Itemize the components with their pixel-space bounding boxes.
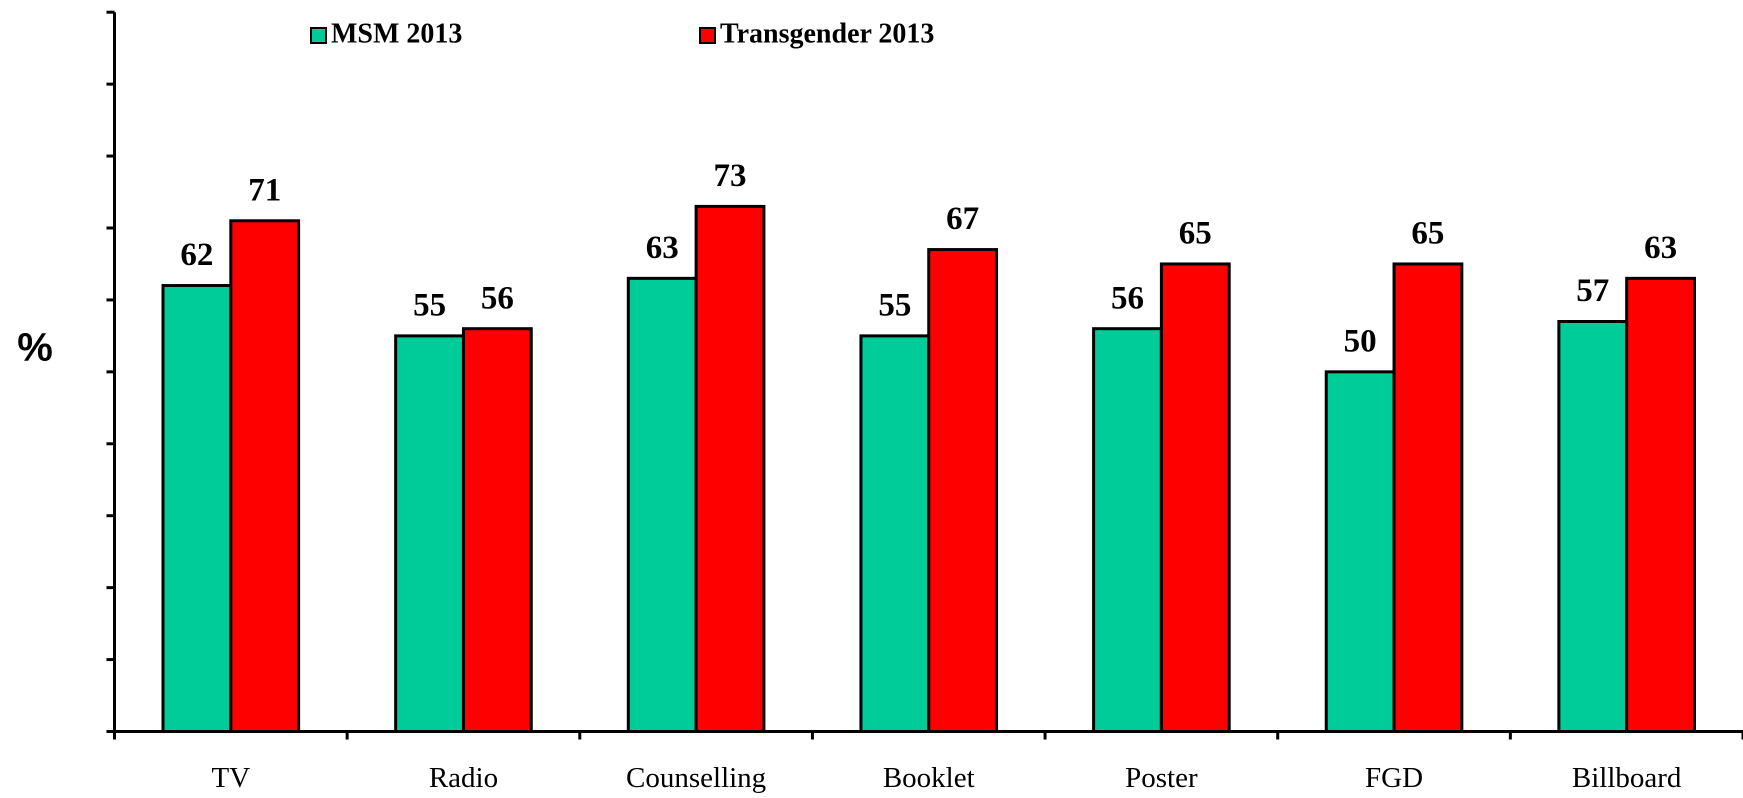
value-label: 65 xyxy=(1179,216,1212,252)
value-label: 56 xyxy=(1111,280,1144,316)
value-label: 73 xyxy=(714,158,747,194)
x-tick-label: Counselling xyxy=(626,762,766,794)
bar xyxy=(229,219,301,733)
value-label: 63 xyxy=(1644,230,1677,266)
bar xyxy=(1092,327,1163,733)
y-axis-label: % xyxy=(17,326,53,370)
bar xyxy=(394,334,465,733)
bar xyxy=(859,334,931,733)
x-tick-label: Poster xyxy=(1125,762,1198,794)
bar xyxy=(1625,276,1696,733)
value-label: 56 xyxy=(481,280,514,316)
bar xyxy=(1557,319,1629,733)
bar xyxy=(626,276,698,733)
value-label: 55 xyxy=(413,287,446,323)
bar xyxy=(161,284,233,733)
x-tick-label: Booklet xyxy=(883,762,975,794)
legend-label: MSM 2013 xyxy=(331,18,462,49)
legend-swatch xyxy=(699,27,716,44)
value-label: 63 xyxy=(646,230,679,266)
bar xyxy=(694,204,766,733)
bar xyxy=(1392,262,1464,733)
x-tick-label: TV xyxy=(211,762,250,794)
legend-swatch xyxy=(310,27,327,44)
value-label: 67 xyxy=(946,201,979,237)
value-label: 62 xyxy=(180,237,213,273)
value-label: 71 xyxy=(248,172,281,208)
x-tick-label: Radio xyxy=(429,762,498,794)
bar xyxy=(1324,370,1396,733)
value-label: 57 xyxy=(1576,273,1609,309)
value-label: 50 xyxy=(1344,323,1377,359)
x-tick-label: Billboard xyxy=(1572,762,1682,794)
bar xyxy=(461,327,533,733)
bar xyxy=(1159,262,1231,733)
bar xyxy=(927,248,999,733)
value-label: 55 xyxy=(878,287,911,323)
x-tick-label: FGD xyxy=(1365,762,1423,794)
value-label: 65 xyxy=(1411,216,1444,252)
legend-label: Transgender 2013 xyxy=(720,18,934,49)
